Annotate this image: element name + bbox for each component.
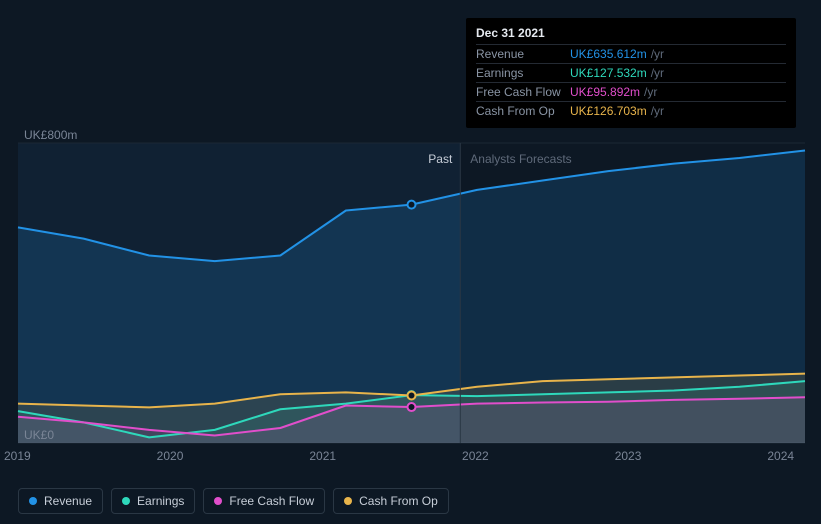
financials-chart: UK£800m UK£0 2019 2020 2021 2022 2023 2024 Pa… xyxy=(0,0,821,524)
legend-item-revenue[interactable]: Revenue xyxy=(18,488,103,514)
y-axis-label-max: UK£800m xyxy=(24,128,77,142)
tooltip-row-unit: /yr xyxy=(644,85,657,99)
tooltip-row-value: UK£127.532m xyxy=(570,66,647,80)
legend-swatch xyxy=(29,497,37,505)
legend-label: Free Cash Flow xyxy=(229,494,314,508)
chart-legend: Revenue Earnings Free Cash Flow Cash From O… xyxy=(18,488,449,514)
tooltip-row-label: Free Cash Flow xyxy=(476,85,570,99)
x-axis-label: 2023 xyxy=(615,449,642,463)
legend-item-cash-from-op[interactable]: Cash From Op xyxy=(333,488,449,514)
tooltip-row: RevenueUK£635.612m/yr xyxy=(476,44,786,63)
tooltip-row-value: UK£95.892m xyxy=(570,85,640,99)
tooltip-row-label: Revenue xyxy=(476,47,570,61)
tooltip-row-value: UK£126.703m xyxy=(570,104,647,118)
chart-tooltip: Dec 31 2021 RevenueUK£635.612m/yrEarning… xyxy=(466,18,796,128)
tooltip-row-unit: /yr xyxy=(651,104,664,118)
tooltip-date: Dec 31 2021 xyxy=(476,26,786,40)
legend-item-free-cash-flow[interactable]: Free Cash Flow xyxy=(203,488,325,514)
x-axis-label: 2021 xyxy=(309,449,336,463)
legend-label: Earnings xyxy=(137,494,184,508)
legend-swatch xyxy=(214,497,222,505)
tooltip-row: Cash From OpUK£126.703m/yr xyxy=(476,101,786,120)
forecast-label: Analysts Forecasts xyxy=(470,152,571,166)
x-axis-label: 2024 xyxy=(767,449,794,463)
legend-swatch xyxy=(122,497,130,505)
x-axis-label: 2022 xyxy=(462,449,489,463)
tooltip-row: Free Cash FlowUK£95.892m/yr xyxy=(476,82,786,101)
tooltip-row: EarningsUK£127.532m/yr xyxy=(476,63,786,82)
tooltip-row-unit: /yr xyxy=(651,47,664,61)
legend-label: Revenue xyxy=(44,494,92,508)
tooltip-row-label: Earnings xyxy=(476,66,570,80)
tooltip-row-value: UK£635.612m xyxy=(570,47,647,61)
x-axis-label: 2020 xyxy=(157,449,184,463)
tooltip-row-unit: /yr xyxy=(651,66,664,80)
y-axis-label-min: UK£0 xyxy=(24,428,54,442)
legend-swatch xyxy=(344,497,352,505)
legend-item-earnings[interactable]: Earnings xyxy=(111,488,195,514)
past-label: Past xyxy=(428,152,452,166)
legend-label: Cash From Op xyxy=(359,494,438,508)
x-axis-label: 2019 xyxy=(4,449,31,463)
tooltip-row-label: Cash From Op xyxy=(476,104,570,118)
